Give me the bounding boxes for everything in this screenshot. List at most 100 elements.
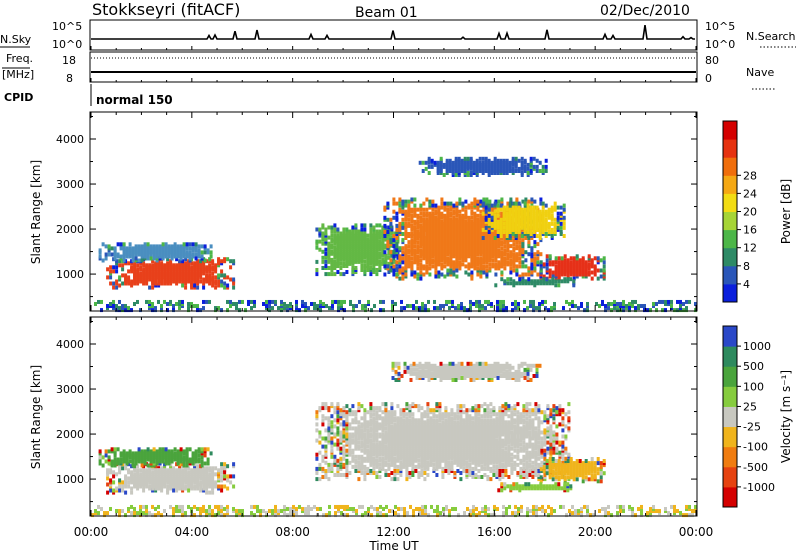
power-scatter-cell xyxy=(415,299,418,304)
power-region-cell xyxy=(482,270,486,275)
power-region-cell xyxy=(464,219,468,224)
power-region-cell xyxy=(428,213,432,218)
power-region-cell xyxy=(121,267,125,272)
power-region-cell xyxy=(458,221,462,226)
power-region-cell xyxy=(395,248,399,253)
power-region-cell xyxy=(481,211,485,216)
power-region-cell xyxy=(449,230,453,234)
velocity-scatter-cell xyxy=(346,504,349,509)
velocity-region-cell xyxy=(208,482,212,487)
power-scatter-cell xyxy=(655,301,658,306)
velocity-region-cell xyxy=(321,406,325,411)
power-region-cell xyxy=(416,230,420,234)
power-region-cell xyxy=(509,244,513,249)
velocity-region-cell xyxy=(190,474,194,479)
power-scatter-cell xyxy=(658,299,661,304)
power-region-cell xyxy=(550,230,554,234)
velocity-region-cell xyxy=(187,466,191,471)
power-region-cell xyxy=(354,225,358,230)
power-region-cell xyxy=(396,255,400,260)
power-scatter-cell xyxy=(118,308,121,313)
power-region-cell xyxy=(593,256,597,261)
velocity-region-cell xyxy=(158,449,162,454)
power-region-cell xyxy=(526,213,530,218)
power-region-cell xyxy=(161,252,165,257)
velocity-region-cell xyxy=(342,456,346,461)
power-region-cell xyxy=(481,201,485,206)
power-region-cell xyxy=(476,262,480,267)
power-region-cell xyxy=(437,246,441,251)
power-region-cell xyxy=(511,221,515,226)
velocity-region-cell xyxy=(345,473,349,477)
power-region-cell xyxy=(427,156,431,161)
power-region-cell xyxy=(554,268,558,273)
velocity-region-cell xyxy=(149,449,153,454)
power-region-cell xyxy=(547,230,551,234)
power-region-cell xyxy=(372,225,376,230)
velocity-scatter-cell xyxy=(403,513,406,518)
power-region-cell xyxy=(431,207,435,212)
power-region-cell xyxy=(472,162,476,167)
power-region-cell xyxy=(422,221,426,226)
power-region-cell xyxy=(169,259,173,264)
power-region-cell xyxy=(452,260,456,265)
velocity-region-cell xyxy=(155,461,159,466)
power-region-cell xyxy=(214,279,218,284)
power-region-cell xyxy=(545,254,549,259)
power-region-cell xyxy=(351,272,355,277)
velocity-region-cell xyxy=(124,482,128,487)
power-region-cell xyxy=(196,261,200,266)
power-scatter-cell xyxy=(379,308,382,313)
power-scatter-cell xyxy=(328,306,331,311)
power-region-cell xyxy=(151,285,155,290)
velocity-region-cell xyxy=(134,457,138,462)
power-region-cell xyxy=(137,252,141,257)
power-region-cell xyxy=(98,248,102,253)
velocity-region-cell xyxy=(209,451,213,456)
power-region-cell xyxy=(422,272,426,277)
power-region-cell xyxy=(383,230,387,234)
power-region-cell xyxy=(220,269,224,274)
velocity-region-cell xyxy=(119,451,123,456)
power-scatter-cell xyxy=(265,306,268,311)
power-region-cell xyxy=(581,268,585,273)
power-region-cell xyxy=(360,223,364,228)
power-region-cell xyxy=(560,268,564,273)
power-scatter-cell xyxy=(121,306,124,311)
velocity-scatter-cell xyxy=(514,511,517,516)
power-region-cell xyxy=(557,256,561,261)
power-region-cell xyxy=(512,238,516,243)
power-region-cell xyxy=(511,205,515,210)
power-region-cell xyxy=(493,209,497,214)
power-region-cell xyxy=(449,201,453,206)
power-region-cell xyxy=(449,254,453,259)
velocity-scatter-cell xyxy=(607,511,610,516)
power-colorbar-segment xyxy=(723,175,737,194)
power-region-cell xyxy=(461,238,465,243)
power-scatter-cell xyxy=(622,299,625,304)
power-region-cell xyxy=(324,233,328,238)
power-region-cell xyxy=(494,262,498,267)
power-scatter-cell xyxy=(280,301,283,306)
power-region-cell xyxy=(425,264,429,269)
power-region-cell xyxy=(490,213,494,218)
power-region-cell xyxy=(512,254,516,259)
velocity-region-cell xyxy=(324,444,328,449)
power-region-cell xyxy=(467,254,471,259)
power-region-cell xyxy=(464,270,468,275)
velocity-scatter-cell xyxy=(604,511,607,516)
power-region-cell xyxy=(508,234,512,238)
power-region-cell xyxy=(395,266,399,271)
velocity-region-cell xyxy=(342,412,346,417)
power-region-cell xyxy=(452,254,456,259)
power-region-cell xyxy=(535,169,539,173)
power-region-cell xyxy=(466,162,470,167)
power-region-cell xyxy=(484,225,488,230)
power-scatter-cell xyxy=(517,304,520,309)
velocity-region-cell xyxy=(321,436,325,441)
velocity-region-cell xyxy=(330,402,334,407)
velocity-scatter-cell xyxy=(295,511,298,516)
power-scatter-cell xyxy=(469,306,472,311)
power-region-cell xyxy=(401,250,405,255)
power-region-cell xyxy=(526,207,530,212)
